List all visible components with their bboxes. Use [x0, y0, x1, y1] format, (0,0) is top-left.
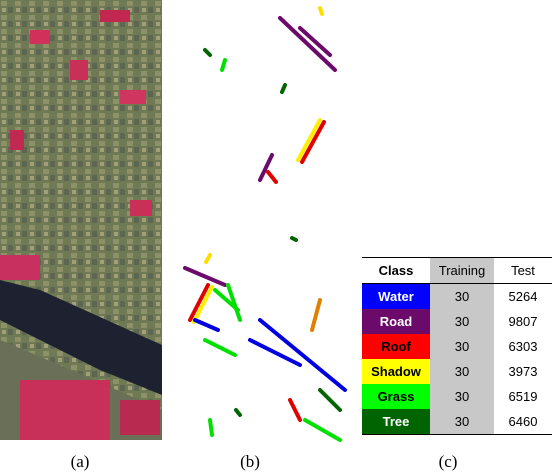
number-cell: 3973	[508, 364, 538, 379]
number-cell: 6519	[508, 389, 538, 404]
number-cell: 30	[430, 359, 494, 384]
caption: (b)	[240, 452, 260, 471]
number-cell: 30	[430, 283, 494, 309]
number-cell: 30	[430, 384, 494, 409]
satellite-image	[0, 0, 162, 440]
class-cell: Tree	[362, 409, 430, 435]
table-row: Grass 30 6519	[362, 384, 552, 409]
table-row: Shadow 30 3973	[362, 359, 552, 384]
class-cell: Roof	[362, 334, 430, 359]
table-row: Tree 30 6460	[362, 409, 552, 435]
table-row: Water 30 5264	[362, 283, 552, 309]
number-cell: 5264	[508, 289, 538, 304]
class-table: Class Training Test Water 30 5264 Road 30 980…	[362, 257, 552, 435]
class-cell: Water	[362, 283, 430, 309]
caption: (c)	[438, 452, 458, 471]
header-cell: Class	[362, 257, 430, 284]
table-row: Road 30 9807	[362, 309, 552, 334]
header-row: Class Training Test	[362, 257, 552, 284]
caption: (a)	[70, 452, 90, 471]
header-cell: Training	[430, 257, 494, 284]
class-cell: Shadow	[362, 359, 430, 384]
table-row: Roof 30 6303	[362, 334, 552, 359]
number-cell: 6460	[494, 409, 552, 435]
number-cell: 6303	[508, 339, 538, 354]
number-cell: 30	[430, 409, 494, 435]
ground-truth-map	[183, 6, 347, 442]
number-cell: 9807	[508, 314, 538, 329]
number-cell: 30	[430, 309, 494, 334]
class-cell: Road	[362, 309, 430, 334]
number-cell: 30	[430, 334, 494, 359]
class-cell: Grass	[362, 384, 430, 409]
header-cell: Test	[494, 257, 552, 284]
